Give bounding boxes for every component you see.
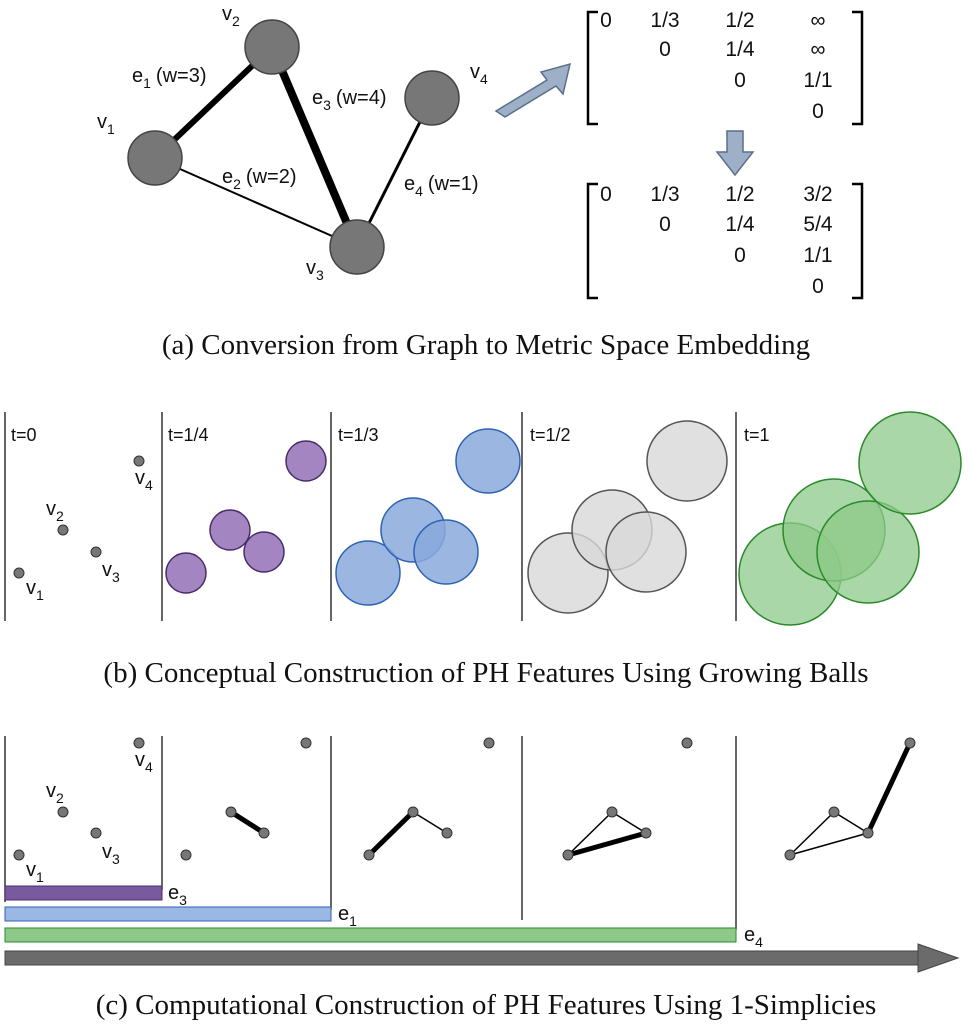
matrix-cell: 0 (600, 183, 612, 206)
vertex-v4 (404, 70, 460, 126)
step-t0: t=0 (11, 425, 37, 445)
point-v3 (90, 546, 102, 558)
bar-e1 (4, 906, 332, 922)
c-point-v1 (13, 849, 25, 861)
matrix-cell: 1/4 (725, 38, 755, 61)
edge-e2 (154, 157, 358, 248)
label-v4: v4 (470, 61, 488, 87)
label-v1: v1 (97, 111, 115, 137)
balls-t13 (335, 428, 521, 606)
edge-e4 (355, 97, 434, 248)
arrow-right-icon (494, 62, 572, 118)
bar-e4 (4, 927, 737, 943)
c-point-v2 (57, 806, 69, 818)
label-e3: e3 (w=4) (312, 87, 387, 113)
vertex-v1 (127, 130, 183, 186)
matrix-cell: 0 (734, 69, 746, 92)
balls-t1 (738, 411, 962, 626)
bar-e3 (4, 885, 163, 901)
step-t14: t=1/4 (168, 425, 209, 445)
label-bar-e4: e4 (744, 924, 763, 950)
point-v1 (13, 567, 25, 579)
point-v2 (57, 524, 69, 536)
matrix-cell: ∞ (811, 38, 826, 61)
panel-b: t=0 t=1/4 t=1/3 t=1/2 t=1 v1 v2 v3 v4 (4, 411, 962, 626)
label-bar-e1: e1 (338, 903, 357, 929)
vertex-v2 (244, 19, 300, 75)
matrix-cell: 0 (812, 100, 824, 123)
label-e1: e1 (w=3) (132, 65, 207, 91)
matrix-cell: 1/2 (725, 9, 754, 32)
matrix-cell: ∞ (811, 9, 826, 32)
time-axis-arrowhead-icon (917, 943, 960, 973)
matrix-cell: 0 (600, 9, 612, 32)
matrix-cell: 3/2 (803, 183, 832, 206)
label-c-v2: v2 (46, 780, 64, 806)
label-e4: e4 (w=1) (404, 173, 479, 199)
vertex-v3 (329, 219, 385, 275)
step-t13: t=1/3 (338, 425, 379, 445)
label-b-v2: v2 (46, 498, 64, 524)
label-c-v4: v4 (135, 749, 153, 775)
matrix-cell: 1/4 (725, 213, 755, 236)
label-c-v1: v1 (26, 859, 44, 885)
matrix-cell: 1/1 (803, 69, 832, 92)
label-b-v4: v4 (135, 467, 153, 493)
step-t12: t=1/2 (530, 425, 571, 445)
label-c-v3: v3 (102, 841, 120, 867)
label-v3: v3 (306, 257, 324, 283)
label-bar-e3: e3 (168, 882, 187, 908)
matrix-cell: 0 (812, 275, 824, 298)
caption-b: (b) Conceptual Construction of PH Featur… (103, 657, 868, 689)
matrix-cell: 0 (659, 38, 671, 61)
c-point-v4 (133, 737, 145, 749)
caption-a: (a) Conversion from Graph to Metric Spac… (162, 329, 810, 361)
edge-e3 (268, 45, 361, 249)
label-b-v3: v3 (102, 559, 120, 585)
step-t1: t=1 (744, 425, 770, 445)
label-v2: v2 (222, 3, 240, 29)
matrix-cell: 1/3 (650, 9, 679, 32)
matrix-cell: 0 (734, 244, 746, 267)
panel-c: v1 v2 v3 v4 (4, 736, 960, 973)
arrow-down-icon (715, 130, 755, 177)
label-b-v1: v1 (26, 577, 44, 603)
label-e2: e2 (w=2) (222, 166, 297, 192)
panel-a-graph: v1 v2 v3 v4 e1 (w=3) e2 (w=2) e3 (w=4) e4 (w… (97, 3, 488, 283)
balls-t12 (527, 420, 728, 614)
point-v4 (133, 455, 145, 467)
matrix-top: 0 1/3 1/2 ∞ 0 1/4 ∞ 0 1/1 0 (586, 9, 864, 126)
matrix-cell: 1/2 (725, 183, 754, 206)
matrix-bottom: 0 1/3 1/2 3/2 0 1/4 5/4 0 1/1 0 (586, 182, 864, 300)
c-point-v3 (90, 827, 102, 839)
caption-c: (c) Computational Construction of PH Fea… (96, 989, 877, 1021)
matrix-cell: 1/3 (650, 183, 679, 206)
balls-t14 (165, 440, 327, 594)
time-axis (4, 950, 921, 966)
matrix-cell: 1/1 (803, 244, 832, 267)
matrix-cell: 0 (659, 213, 671, 236)
matrix-cell: 5/4 (803, 213, 833, 236)
